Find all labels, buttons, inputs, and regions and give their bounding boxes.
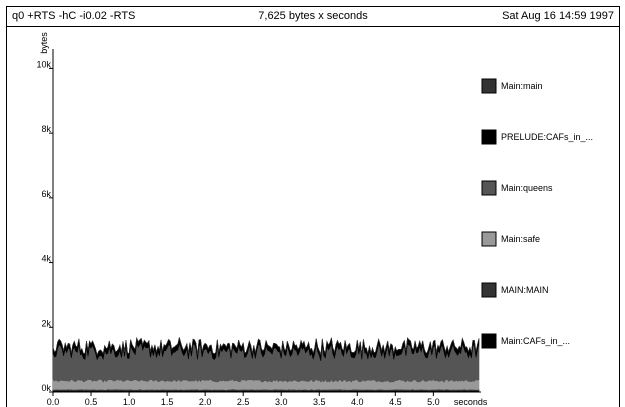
legend-label: MAIN:MAIN xyxy=(501,285,549,295)
legend-label: Main:CAFs_in_... xyxy=(501,336,570,346)
legend-swatch xyxy=(481,129,497,145)
legend-swatch xyxy=(481,231,497,247)
legend-label: Main:safe xyxy=(501,234,540,244)
program-command: q0 +RTS -hC -i0.02 -RTS xyxy=(12,10,136,22)
y-tick-label: 2k xyxy=(41,318,51,328)
x-tick-label: 1.0 xyxy=(123,397,136,407)
y-tick-label: 8k xyxy=(41,124,51,134)
heap-profile-chart: 0k 2k 4k 6k 8k 10k bytes 0.0 0.5 1.0 1.5 2.0 2.5 3.0 3… xyxy=(36,32,593,407)
chart-frame: 0k 2k 4k 6k 8k 10k bytes 0.0 0.5 1.0 1.5 2.0 2.5 3.0 3… xyxy=(6,27,620,407)
total-bytes-seconds: 7,625 bytes x seconds xyxy=(258,10,368,22)
x-tick-label: 3.5 xyxy=(313,397,326,407)
x-tick-label: 0.0 xyxy=(47,397,60,407)
x-tick-label: 2.0 xyxy=(199,397,212,407)
legend-label: PRELUDE:CAFs_in_... xyxy=(501,132,593,142)
legend-swatch xyxy=(481,78,497,94)
legend-swatch xyxy=(481,282,497,298)
x-tick-label: 2.5 xyxy=(237,397,250,407)
y-tick-label: 0k xyxy=(41,383,51,393)
y-tick-label: 4k xyxy=(41,254,51,264)
legend-swatch xyxy=(481,180,497,196)
y-tick-label: 6k xyxy=(41,189,51,199)
legend-label: Main:main xyxy=(501,81,543,91)
x-tick-label: 4.0 xyxy=(351,397,364,407)
x-tick-label: 1.5 xyxy=(161,397,174,407)
y-axis-label: bytes xyxy=(39,32,49,54)
run-timestamp: Sat Aug 16 14:59 1997 xyxy=(502,10,614,22)
y-tick-label: 10k xyxy=(36,59,51,69)
x-axis-label: seconds xyxy=(454,397,488,407)
x-tick-label: 4.5 xyxy=(389,397,402,407)
area-series xyxy=(52,342,480,383)
legend-label: Main:queens xyxy=(501,183,553,193)
legend-swatch xyxy=(481,333,497,349)
chart-header: q0 +RTS -hC -i0.02 -RTS 7,625 bytes x se… xyxy=(6,6,620,27)
area-series xyxy=(52,336,480,356)
x-tick-label: 0.5 xyxy=(85,397,98,407)
x-tick-label: 5.0 xyxy=(427,397,440,407)
x-tick-label: 3.0 xyxy=(275,397,288,407)
